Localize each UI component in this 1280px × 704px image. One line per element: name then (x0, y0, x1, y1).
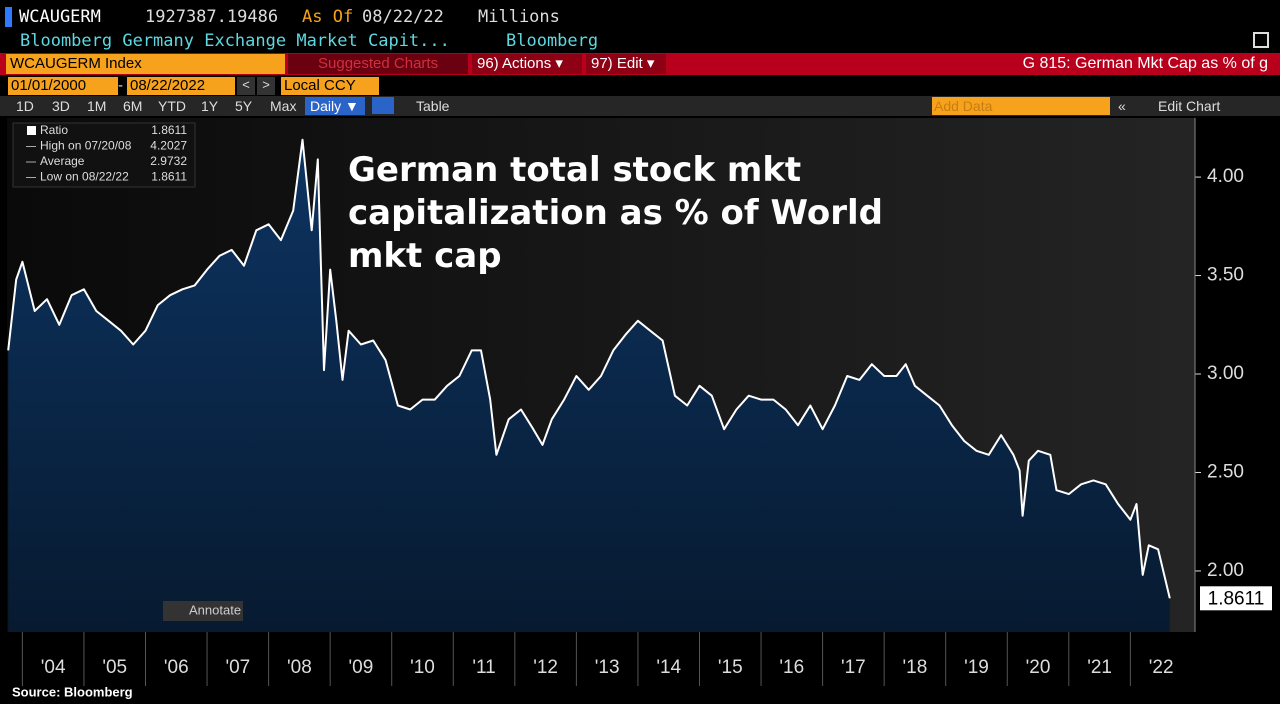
x-tick-label: '16 (779, 657, 804, 678)
x-tick-label: '09 (349, 657, 374, 678)
annotate-button[interactable] (163, 601, 243, 621)
legend-label: Low on 08/22/22 (40, 170, 129, 184)
actions-menu[interactable]: 96) Actions ▾ (472, 54, 582, 74)
y-tick-label: 2.00 (1207, 560, 1244, 581)
ticker: WCAUGERM (19, 7, 101, 27)
legend-value: 1.8611 (151, 170, 187, 184)
edit-menu[interactable]: 97) Edit ▾ (586, 54, 666, 74)
legend-label: Average (40, 154, 85, 168)
units: Millions (478, 7, 560, 27)
source-name: Bloomberg (506, 31, 599, 51)
x-tick-label: '22 (1149, 657, 1174, 678)
last-value-label: 1.8611 (1208, 588, 1265, 609)
range-button[interactable]: 6M (123, 98, 143, 114)
range-button[interactable]: 1Y (201, 98, 219, 114)
x-tick-label: '06 (164, 657, 189, 678)
legend-value: 4.2027 (150, 139, 187, 153)
y-tick-label: 3.00 (1207, 363, 1244, 384)
description: Bloomberg Germany Exchange Market Capit.… (20, 31, 450, 51)
range-button[interactable]: 3D (52, 98, 70, 114)
x-tick-label: '05 (102, 657, 127, 678)
legend-panel (12, 122, 196, 188)
source-note: Source: Bloomberg (12, 684, 133, 699)
next-button[interactable]: > (257, 77, 275, 95)
end-date[interactable]: 08/22/2022 (127, 77, 235, 95)
add-data-field[interactable]: Add Data (932, 97, 1110, 115)
start-date[interactable]: 01/01/2000 (8, 77, 118, 95)
x-tick-label: '12 (533, 657, 558, 678)
legend-value: 2.9732 (150, 154, 187, 168)
as-of-label: As Of (302, 7, 354, 27)
last-value-box (1200, 586, 1272, 611)
x-tick-label: '08 (287, 657, 312, 678)
legend-value: 1.8611 (151, 123, 187, 137)
annotate-label[interactable]: Annotate (189, 602, 241, 617)
x-tick-label: '10 (410, 657, 435, 678)
x-tick-label: '13 (595, 657, 620, 678)
y-tick-label: 4.00 (1207, 166, 1244, 187)
x-tick-label: '20 (1026, 657, 1051, 678)
edit-chart-button[interactable]: Edit Chart (1158, 98, 1221, 114)
x-tick-label: '14 (656, 657, 681, 678)
x-tick-label: '17 (841, 657, 866, 678)
as-of-date: 08/22/22 (362, 7, 444, 27)
last-value: 1927387.19486 (145, 7, 279, 27)
chart-type-icon[interactable] (372, 97, 394, 114)
window-icon[interactable] (1253, 32, 1269, 48)
x-tick-label: '04 (41, 657, 66, 678)
date-separator: - (118, 77, 123, 94)
x-tick-label: '15 (718, 657, 743, 678)
collapse-button[interactable]: « (1118, 98, 1126, 114)
table-button[interactable]: Table (416, 98, 450, 114)
prev-button[interactable]: < (237, 77, 255, 95)
title-line: capitalization as % of World (348, 193, 883, 233)
x-tick-label: '11 (472, 657, 495, 678)
suggested-charts[interactable]: Suggested Charts (288, 54, 468, 74)
x-tick-label: '07 (225, 657, 250, 678)
ticker-marker (5, 7, 12, 27)
frequency-select[interactable]: Daily ▼ (305, 97, 365, 115)
legend-swatch (27, 126, 36, 135)
security-field[interactable]: WCAUGERM Index (6, 54, 285, 74)
chart-title: German total stock mkt capitalization as … (348, 150, 883, 276)
series-line (7, 138, 1171, 599)
page-title: G 815: German Mkt Cap as % of g (1022, 55, 1268, 72)
x-tick-label: '18 (903, 657, 928, 678)
range-button[interactable]: Max (270, 98, 297, 114)
range-button[interactable]: 1M (87, 98, 107, 114)
legend-label: High on 07/20/08 (40, 139, 132, 153)
range-button[interactable]: 5Y (235, 98, 253, 114)
x-tick-label: '19 (964, 657, 989, 678)
title-line: mkt cap (348, 236, 502, 276)
x-tick-label: '21 (1087, 657, 1112, 678)
title-line: German total stock mkt (348, 150, 801, 190)
y-tick-label: 3.50 (1207, 265, 1244, 286)
currency-select[interactable]: Local CCY (281, 77, 379, 95)
legend-label: Ratio (40, 123, 68, 137)
area-fill (8, 139, 1170, 632)
range-button[interactable]: YTD (158, 98, 186, 114)
y-tick-label: 2.50 (1207, 461, 1244, 482)
range-button[interactable]: 1D (16, 98, 34, 114)
